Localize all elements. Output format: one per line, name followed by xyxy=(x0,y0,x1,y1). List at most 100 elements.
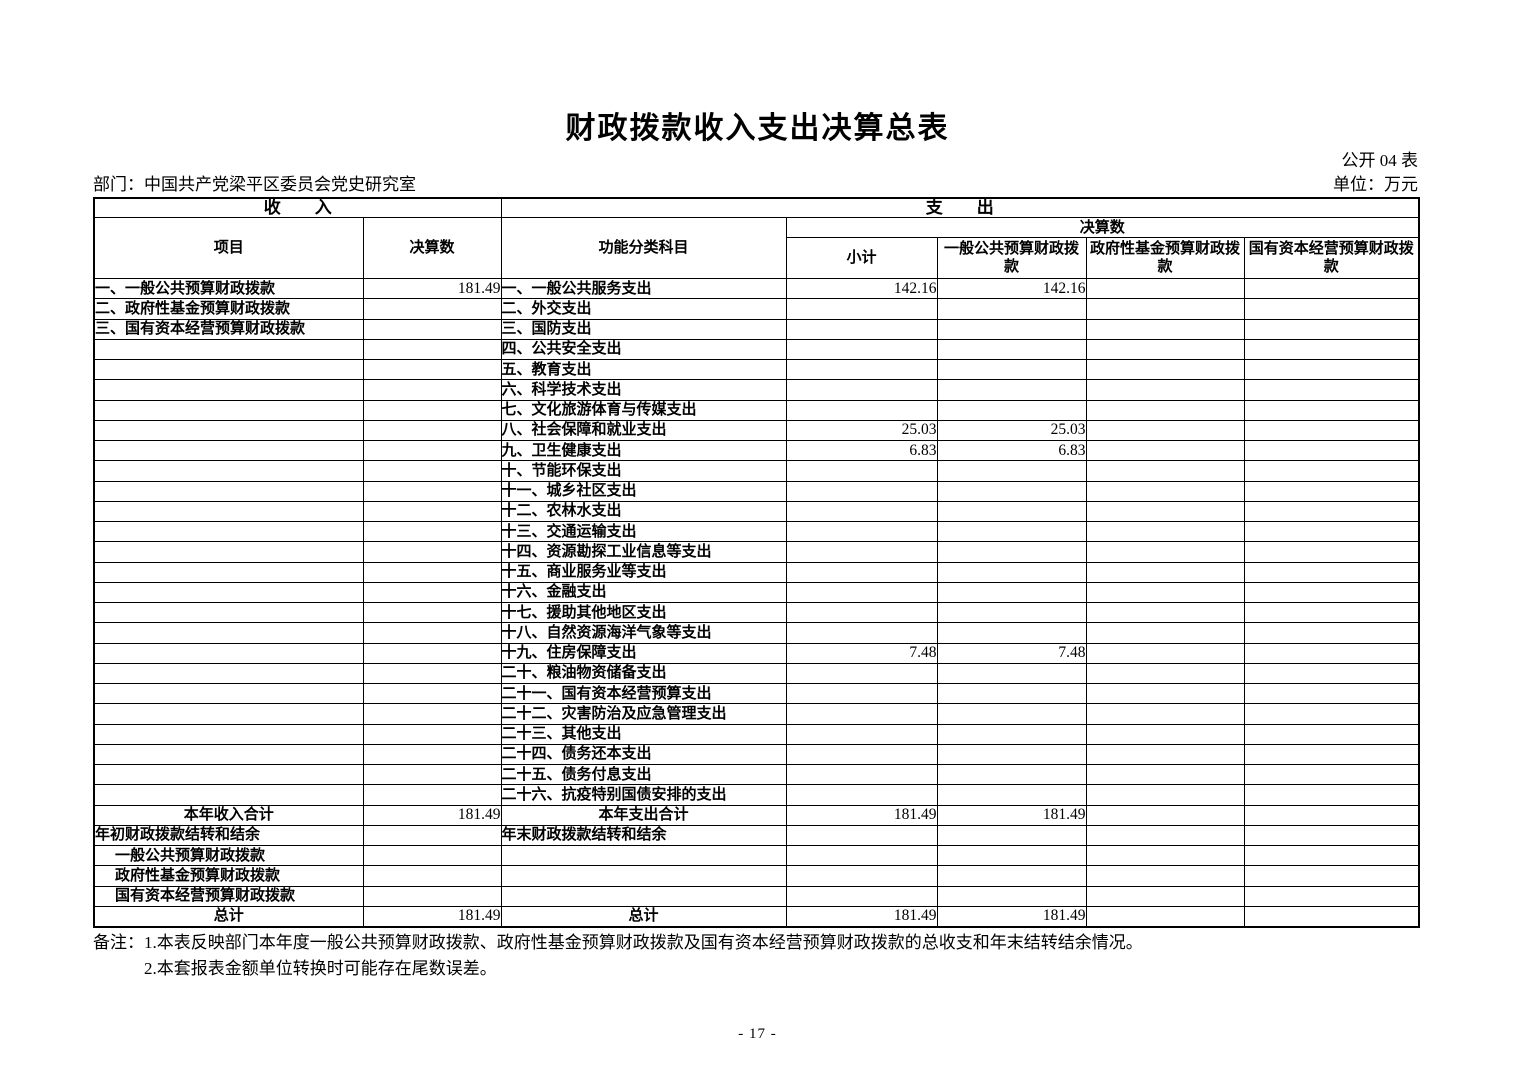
state-capital-value-cell xyxy=(1243,601,1420,624)
income-value-cell xyxy=(362,318,502,340)
expense-subtotal-cell xyxy=(785,358,938,381)
state-capital-value-cell xyxy=(1243,358,1420,381)
state-capital-value-cell xyxy=(1243,460,1420,482)
general-budget-value-cell xyxy=(936,824,1087,847)
expense-item-cell: 十二、农林水支出 xyxy=(500,500,787,523)
income-item-cell xyxy=(93,480,364,502)
income-section-header: 收 入 xyxy=(93,197,502,218)
state-capital-value-cell xyxy=(1243,419,1420,442)
expense-item-cell: 十五、商业服务业等支出 xyxy=(500,561,787,583)
page-title: 财政拨款收入支出决算总表 xyxy=(565,112,950,145)
budget-table: 收 入 支 出 项目 决算数 功能分类科目 决算数 小计 一般公共预算财政拨款 … xyxy=(93,197,1421,928)
general-budget-value-cell xyxy=(936,338,1087,361)
income-item-cell xyxy=(93,399,364,421)
expense-subtotal-cell xyxy=(785,500,938,523)
gov-fund-value-cell xyxy=(1085,480,1245,502)
state-capital-value-cell xyxy=(1243,703,1420,725)
expense-item-cell: 十、节能环保支出 xyxy=(500,460,787,482)
expense-subtotal-cell: 6.83 xyxy=(785,439,938,462)
expense-item-cell: 十三、交通运输支出 xyxy=(500,520,787,543)
notes-lines: 1.本表反映部门本年度一般公共预算财政拨款、政府性基金预算财政拨款及国有资本经营… xyxy=(144,930,1143,982)
general-budget-value-cell xyxy=(936,743,1087,766)
income-value-cell xyxy=(362,541,502,563)
general-budget-value-cell xyxy=(936,520,1087,543)
table-row: 十、节能环保支出 xyxy=(93,460,1420,482)
state-capital-value-cell xyxy=(1243,338,1420,361)
gov-fund-value-cell xyxy=(1085,865,1245,887)
expense-item-cell: 本年支出合计 xyxy=(500,804,787,826)
expense-subtotal-cell xyxy=(785,723,938,745)
gov-fund-value-cell xyxy=(1085,642,1245,664)
expense-subtotal-cell: 142.16 xyxy=(785,277,938,300)
general-budget-value-cell: 142.16 xyxy=(936,277,1087,300)
income-item-cell xyxy=(93,379,364,401)
income-value-cell xyxy=(362,844,502,867)
general-budget-value-cell: 25.03 xyxy=(936,419,1087,442)
gov-fund-value-cell xyxy=(1085,601,1245,624)
gov-fund-value-cell xyxy=(1085,703,1245,725)
expense-section-header: 支 出 xyxy=(500,197,1420,218)
expense-item-cell: 二十二、灾害防治及应急管理支出 xyxy=(500,703,787,725)
expense-item-cell: 十九、住房保障支出 xyxy=(500,642,787,664)
expense-subtotal-cell xyxy=(785,581,938,604)
gov-fund-value-cell xyxy=(1085,723,1245,745)
gov-fund-value-cell xyxy=(1085,399,1245,421)
general-budget-value-cell: 7.48 xyxy=(936,642,1087,664)
state-capital-value-cell xyxy=(1243,298,1420,320)
income-item-cell: 政府性基金预算财政拨款 xyxy=(93,865,364,887)
income-value-cell xyxy=(362,824,502,847)
income-item-cell: 二、政府性基金预算财政拨款 xyxy=(93,298,364,320)
expense-item-cell: 四、公共安全支出 xyxy=(500,338,787,361)
income-value-cell xyxy=(362,865,502,887)
page-number: - 17 - xyxy=(738,1026,777,1042)
table-row: 十七、援助其他地区支出 xyxy=(93,601,1420,624)
expense-item-cell: 总计 xyxy=(500,905,787,928)
col-header-subtotal: 小计 xyxy=(785,237,938,279)
income-value-cell xyxy=(362,703,502,725)
gov-fund-value-cell xyxy=(1085,763,1245,786)
general-budget-value-cell xyxy=(936,318,1087,340)
table-row: 十三、交通运输支出 xyxy=(93,520,1420,543)
table-row: 二十四、债务还本支出 xyxy=(93,743,1420,766)
expense-item-cell: 五、教育支出 xyxy=(500,358,787,381)
general-budget-value-cell xyxy=(936,480,1087,502)
expense-item-cell: 十七、援助其他地区支出 xyxy=(500,601,787,624)
gov-fund-value-cell xyxy=(1085,844,1245,867)
general-budget-value-cell: 6.83 xyxy=(936,439,1087,462)
state-capital-value-cell xyxy=(1243,723,1420,745)
meta-row: 部门：中国共产党梁平区委员会党史研究室 单位：万元 xyxy=(93,170,1418,195)
expense-item-cell xyxy=(500,885,787,907)
general-budget-value-cell xyxy=(936,460,1087,482)
general-budget-value-cell xyxy=(936,358,1087,381)
gov-fund-value-cell xyxy=(1085,561,1245,583)
table-row: 四、公共安全支出 xyxy=(93,338,1420,361)
table-row: 国有资本经营预算财政拨款 xyxy=(93,885,1420,907)
gov-fund-value-cell xyxy=(1085,662,1245,685)
expense-item-cell: 十八、自然资源海洋气象等支出 xyxy=(500,622,787,644)
income-item-cell xyxy=(93,743,364,766)
gov-fund-value-cell xyxy=(1085,824,1245,847)
table-row: 五、教育支出 xyxy=(93,358,1420,381)
expense-subtotal-cell: 181.49 xyxy=(785,905,938,928)
table-row: 十四、资源勘探工业信息等支出 xyxy=(93,541,1420,563)
income-item-cell: 年初财政拨款结转和结余 xyxy=(93,824,364,847)
income-item-cell xyxy=(93,622,364,644)
income-item-cell xyxy=(93,338,364,361)
income-item-cell xyxy=(93,358,364,381)
col-header-state-capital: 国有资本经营预算财政拨款 xyxy=(1243,237,1420,279)
income-value-cell xyxy=(362,419,502,442)
table-row: 十一、城乡社区支出 xyxy=(93,480,1420,502)
state-capital-value-cell xyxy=(1243,865,1420,887)
gov-fund-value-cell xyxy=(1085,804,1245,826)
general-budget-value-cell: 181.49 xyxy=(936,905,1087,928)
expense-subtotal-cell xyxy=(785,399,938,421)
notes-label: 备注： xyxy=(93,933,144,952)
income-value-cell xyxy=(362,358,502,381)
table-row: 总计 181.49 总计 181.49 181.49 xyxy=(93,905,1420,928)
gov-fund-value-cell xyxy=(1085,784,1245,806)
gov-fund-value-cell xyxy=(1085,338,1245,361)
general-budget-value-cell xyxy=(936,622,1087,644)
table-row: 二十五、债务付息支出 xyxy=(93,763,1420,786)
table-row: 一、一般公共预算财政拨款 181.49 一、一般公共服务支出 142.16 142.16 xyxy=(93,277,1420,300)
expense-subtotal-cell: 181.49 xyxy=(785,804,938,826)
